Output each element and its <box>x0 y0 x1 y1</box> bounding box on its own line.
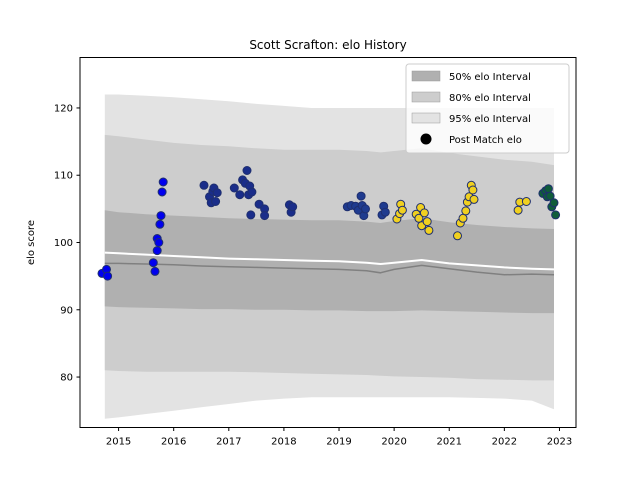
data-point <box>152 246 162 256</box>
data-point <box>154 238 164 247</box>
legend-label: 80% elo Interval <box>449 93 531 104</box>
data-point <box>235 190 245 200</box>
data-point <box>424 225 434 235</box>
y-tick-label: 90 <box>60 305 73 316</box>
mean-line <box>104 251 555 271</box>
data-point <box>156 211 166 221</box>
x-tick-label: 2016 <box>161 437 186 448</box>
data-point <box>461 206 471 216</box>
data-point <box>380 207 390 217</box>
x-tick-label: 2015 <box>106 437 131 448</box>
data-point <box>103 271 113 281</box>
trend-lines <box>104 251 555 276</box>
data-point <box>158 177 168 187</box>
data-point <box>157 187 167 197</box>
data-point <box>211 197 221 206</box>
x-tick-label: 2023 <box>547 437 572 448</box>
y-tick-label: 120 <box>54 103 73 114</box>
y-axis: 80 90 100 110 120 <box>54 103 80 384</box>
median-line <box>104 262 555 276</box>
data-point <box>543 184 553 194</box>
data-point <box>212 188 222 198</box>
y-tick-label: 110 <box>54 171 73 182</box>
data-point <box>545 191 555 201</box>
data-point <box>155 219 165 229</box>
data-point <box>513 205 523 215</box>
x-tick-label: 2021 <box>437 437 462 448</box>
legend-swatch-band95 <box>411 112 441 124</box>
data-point <box>150 266 160 276</box>
y-tick-label: 100 <box>54 238 73 249</box>
data-point <box>356 191 366 201</box>
data-point <box>468 185 478 195</box>
legend-point-marker <box>420 133 432 145</box>
data-point <box>361 204 370 214</box>
legend-label: 95% elo Interval <box>449 114 531 125</box>
y-axis-label: elo score <box>26 220 37 265</box>
legend-swatch-band50 <box>411 70 441 82</box>
y-tick-label: 80 <box>60 373 73 384</box>
data-point <box>521 197 531 206</box>
x-tick-label: 2022 <box>492 437 517 448</box>
legend-swatch-band80 <box>411 91 441 103</box>
legend-label: 50% elo Interval <box>449 72 531 83</box>
data-point <box>551 210 561 220</box>
data-point <box>549 198 559 208</box>
data-point <box>247 187 257 197</box>
data-point <box>260 211 270 221</box>
legend-box <box>405 63 570 154</box>
data-point <box>419 208 429 218</box>
legend: 50% elo Interval 80% elo Interval 95% elo … <box>405 63 570 154</box>
x-tick-label: 2017 <box>216 437 241 448</box>
legend-label: Post Match elo <box>449 135 522 146</box>
data-point <box>288 202 298 212</box>
data-point <box>397 205 407 215</box>
data-point <box>242 166 252 175</box>
data-point <box>199 180 209 190</box>
x-tick-label: 2018 <box>271 437 296 448</box>
chart-title: Scott Scrafton: elo History <box>249 38 406 52</box>
x-tick-label: 2020 <box>381 437 406 448</box>
data-point <box>148 258 158 268</box>
x-axis: 2015 2016 2017 2018 2019 2020 2021 2022 2023 <box>106 427 572 448</box>
data-point <box>422 217 432 227</box>
post-match-points <box>97 166 561 281</box>
data-point <box>469 194 479 204</box>
data-point <box>229 183 239 193</box>
data-point <box>453 231 462 241</box>
plot-area <box>97 94 561 419</box>
x-tick-label: 2019 <box>326 437 351 448</box>
data-point <box>246 210 256 220</box>
data-point <box>458 213 468 223</box>
